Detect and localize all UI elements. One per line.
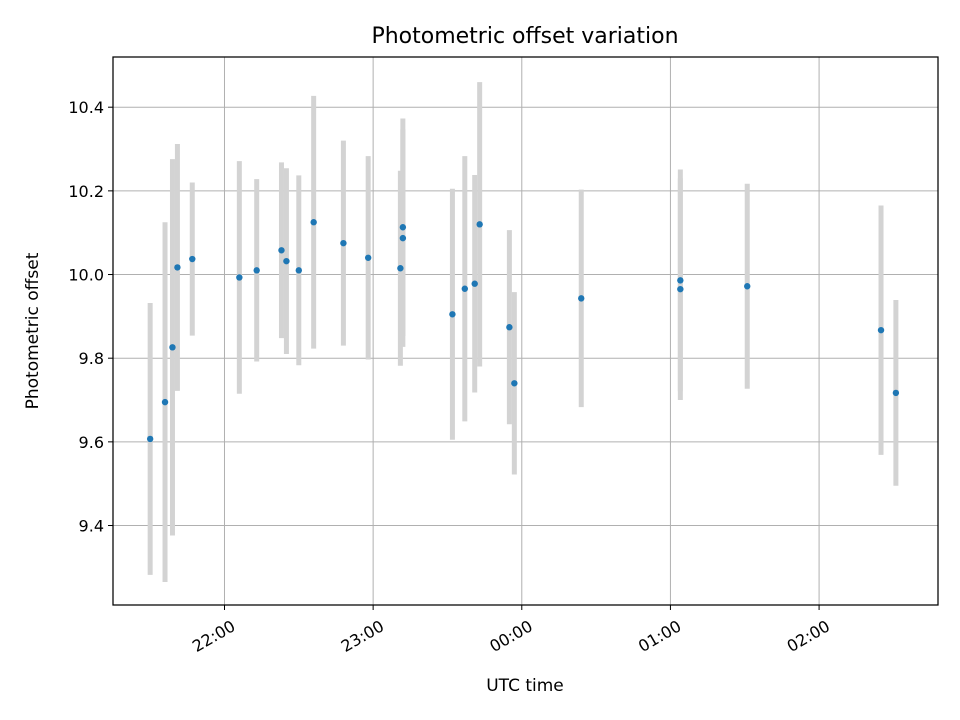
x-tick-label: 23:00 <box>338 616 387 656</box>
x-tick-label: 01:00 <box>635 616 684 656</box>
x-tick-label: 00:00 <box>486 616 535 656</box>
data-point <box>877 326 885 334</box>
data-point <box>169 344 176 351</box>
y-tick-label: 9.6 <box>79 433 104 452</box>
x-tick-label: 02:00 <box>784 616 833 656</box>
data-point <box>189 255 196 263</box>
y-tick-label: 10.4 <box>68 98 104 117</box>
y-tick-label: 9.8 <box>79 349 104 368</box>
y-tick-label: 10.0 <box>68 266 104 285</box>
data-point <box>449 311 456 318</box>
data-point <box>310 219 317 226</box>
data-point <box>461 285 469 292</box>
data-point <box>364 254 372 261</box>
data-point <box>506 324 513 331</box>
y-ticks: 9.4 9.6 9.8 10.0 10.2 10.4 <box>68 98 113 536</box>
data-point <box>397 265 404 272</box>
data-point <box>253 267 260 274</box>
x-tick-label: 22:00 <box>189 616 238 656</box>
data-point <box>578 295 585 302</box>
chart-title: Photometric offset variation <box>371 24 678 49</box>
data-point <box>283 257 290 265</box>
plot-frame <box>112 56 939 606</box>
data-point <box>471 280 478 287</box>
data-point <box>174 264 181 271</box>
data-point <box>278 247 285 254</box>
data-point <box>146 435 154 443</box>
data-point <box>677 285 684 293</box>
x-ticks: 22:00 23:00 00:00 01:00 02:00 <box>189 605 833 656</box>
y-tick-label: 10.2 <box>68 182 104 201</box>
data-point <box>236 274 243 281</box>
data-point <box>161 398 169 406</box>
data-point <box>340 239 347 247</box>
data-point <box>399 224 407 231</box>
error-bars <box>147 82 899 582</box>
y-axis-label: Photometric offset <box>23 252 43 409</box>
data-point <box>511 380 518 387</box>
y-tick-label: 9.4 <box>79 517 104 536</box>
data-points <box>146 219 900 443</box>
x-axis-label: UTC time <box>486 676 564 696</box>
grid-lines <box>113 57 938 605</box>
data-point <box>295 267 303 274</box>
data-point <box>476 221 483 228</box>
data-point <box>677 277 684 284</box>
data-point <box>892 389 900 397</box>
data-point <box>399 234 407 242</box>
data-point <box>744 283 751 290</box>
